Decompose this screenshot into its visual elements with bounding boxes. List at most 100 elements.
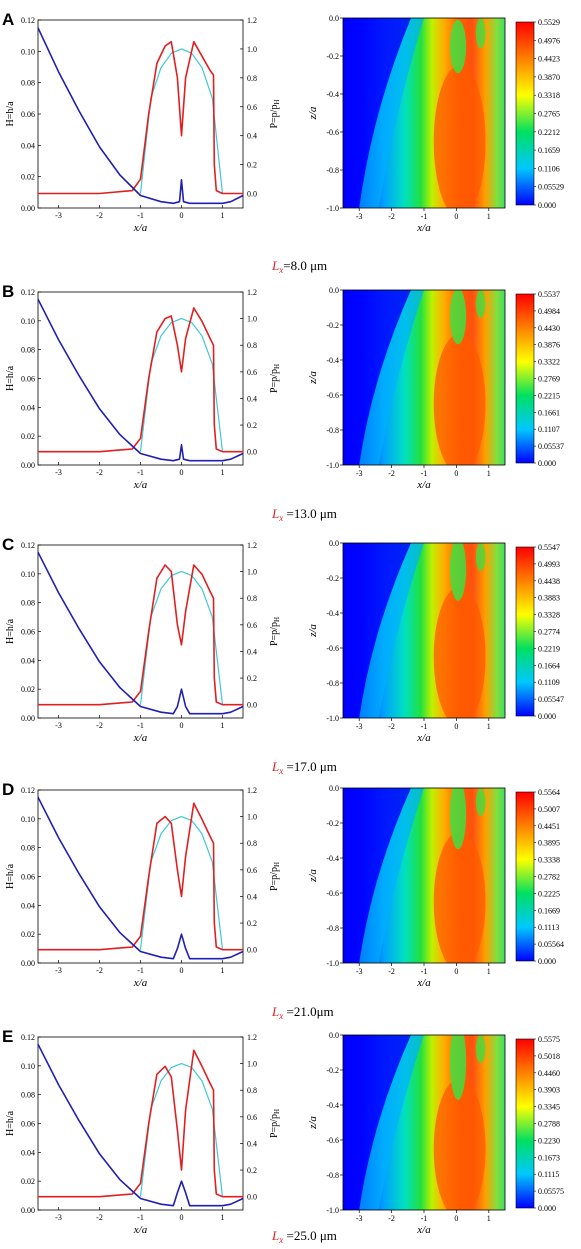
heatmap-y-tick-label: -0.2 (326, 819, 339, 828)
left-tick-label: 0.00 (21, 461, 35, 470)
colorbar-tick-label: 0.1107 (538, 425, 560, 434)
caption-value: =25.0 μm (283, 1228, 337, 1243)
right-tick-label: 0.8 (247, 1086, 257, 1095)
right-tick-label: 0.0 (247, 701, 257, 710)
left-tick-label: 0.10 (21, 47, 35, 56)
heatmap-y-tick-label: -0.4 (326, 854, 339, 863)
panel-letter: E (2, 1027, 13, 1046)
heatmap-x-label: x/a (416, 479, 431, 491)
x-tick-label: -3 (55, 966, 62, 975)
left-tick-label: 0.04 (21, 901, 35, 910)
right-tick-label: 1.2 (247, 288, 257, 297)
colorbar-tick-label: 0.3338 (538, 856, 560, 865)
heatmap-x-tick-label: -1 (421, 722, 428, 731)
heatmap (343, 1035, 505, 1210)
colorbar-tick-label: 0.5537 (538, 290, 560, 299)
left-tick-label: 0.06 (21, 375, 35, 384)
left-tick-label: 0.12 (21, 1033, 35, 1042)
x-axis-label: x/a (133, 1224, 148, 1236)
right-tick-label: 1.2 (247, 786, 257, 795)
heatmap-y-tick-label: -0.8 (326, 166, 339, 175)
panel-caption: Lx=8.0 μm (271, 258, 327, 275)
heatmap-x-label: x/a (416, 732, 431, 744)
x-tick-label: -3 (55, 211, 62, 220)
heatmap-y-tick-label: -0.8 (326, 924, 339, 933)
x-tick-label: 0 (180, 468, 184, 477)
left-tick-label: 0.04 (21, 1148, 35, 1157)
caption-value: =13.0 μm (283, 506, 337, 521)
gradient-band (359, 543, 424, 718)
heatmap-x-label: x/a (416, 1224, 431, 1236)
right-tick-label: 0.8 (247, 341, 257, 350)
colorbar-tick-label: 0.1664 (538, 661, 560, 670)
right-tick-label: 0.8 (247, 839, 257, 848)
heatmap-y-tick-label: -0.4 (326, 90, 339, 99)
x-tick-label: -3 (55, 1213, 62, 1222)
film-thickness-line (37, 551, 244, 715)
left-tick-label: 0.10 (21, 1062, 35, 1071)
left-y-axis-label: H=h/a (5, 618, 16, 644)
heatmap-x-tick-label: -3 (356, 212, 363, 221)
right-tick-label: 0.2 (247, 421, 257, 430)
panel-caption: Lx =17.0 μm (271, 759, 337, 776)
caption-subscript: x (278, 265, 283, 275)
heatmap-y-tick-label: -0.6 (326, 644, 339, 653)
colorbar-tick-label: 0.5529 (538, 18, 560, 27)
right-tick-label: 0.8 (247, 594, 257, 603)
colorbar-tick-label: 0.1109 (538, 678, 560, 687)
heatmap-x-tick-label: -3 (356, 1214, 363, 1223)
heatmap-y-tick-label: -0.6 (326, 391, 339, 400)
gradient-band (359, 788, 424, 963)
right-tick-label: 0.2 (247, 674, 257, 683)
colorbar-tick-label: 0.5018 (538, 1052, 560, 1061)
colorbar-tick-label: 0.1659 (538, 146, 560, 155)
high-stress-core (433, 333, 486, 465)
x-tick-label: 1 (221, 468, 225, 477)
caption-symbol: L (271, 258, 279, 273)
right-lobe (475, 788, 486, 816)
caption-subscript: x (278, 1235, 283, 1245)
colorbar-tick-label: 0.2225 (538, 889, 560, 898)
heatmap-x-tick-label: -3 (356, 469, 363, 478)
caption-value: =8.0 μm (283, 258, 327, 273)
film-thickness-line (37, 1043, 244, 1207)
right-y-axis-label: P=p/pH (269, 364, 281, 393)
x-tick-label: -1 (137, 211, 144, 220)
left-tick-label: 0.08 (21, 79, 35, 88)
colorbar-tick-label: 0.5547 (538, 543, 560, 552)
heatmap (343, 788, 505, 963)
center-lobe (449, 1035, 467, 1100)
colorbar-tick-label: 0.3870 (538, 73, 560, 82)
right-tick-label: 0.0 (247, 448, 257, 457)
right-y-axis-label-sub: H (273, 862, 281, 867)
heatmap-x-tick-label: -1 (421, 967, 428, 976)
heatmap-x-tick-label: -2 (388, 212, 395, 221)
heatmap-y-label: z/a (307, 624, 319, 638)
colorbar-tick-label: 0.5007 (538, 805, 560, 814)
low-stress-region (343, 290, 412, 465)
high-stress-core (433, 65, 486, 208)
right-y-axis-label: P=p/pH (269, 617, 281, 646)
heatmap-y-tick-label: 0.0 (329, 784, 339, 793)
x-tick-label: -2 (96, 966, 103, 975)
gradient-band (359, 290, 424, 465)
colorbar (515, 21, 535, 206)
pressure-line (38, 802, 243, 951)
heatmap-y-tick-label: -1.0 (326, 959, 339, 968)
left-tick-label: 0.10 (21, 815, 35, 824)
colorbar-tick-label: 0.2230 (538, 1136, 560, 1145)
colorbar-tick-label: 0.4460 (538, 1069, 560, 1078)
colorbar-tick-label: 0.1669 (538, 906, 560, 915)
panel-c: C0.000.020.040.060.080.100.120.00.20.40.… (2, 535, 564, 776)
x-tick-label: 1 (221, 721, 225, 730)
left-tick-label: 0.06 (21, 628, 35, 637)
colorbar-tick-label: 0.2782 (538, 873, 560, 882)
left-tick-label: 0.08 (21, 1091, 35, 1100)
right-lobe (475, 290, 486, 318)
right-tick-label: 0.4 (247, 132, 257, 141)
caption-subscript: x (278, 766, 283, 776)
right-lobe (475, 543, 486, 571)
x-tick-label: -2 (96, 721, 103, 730)
left-tick-label: 0.10 (21, 570, 35, 579)
